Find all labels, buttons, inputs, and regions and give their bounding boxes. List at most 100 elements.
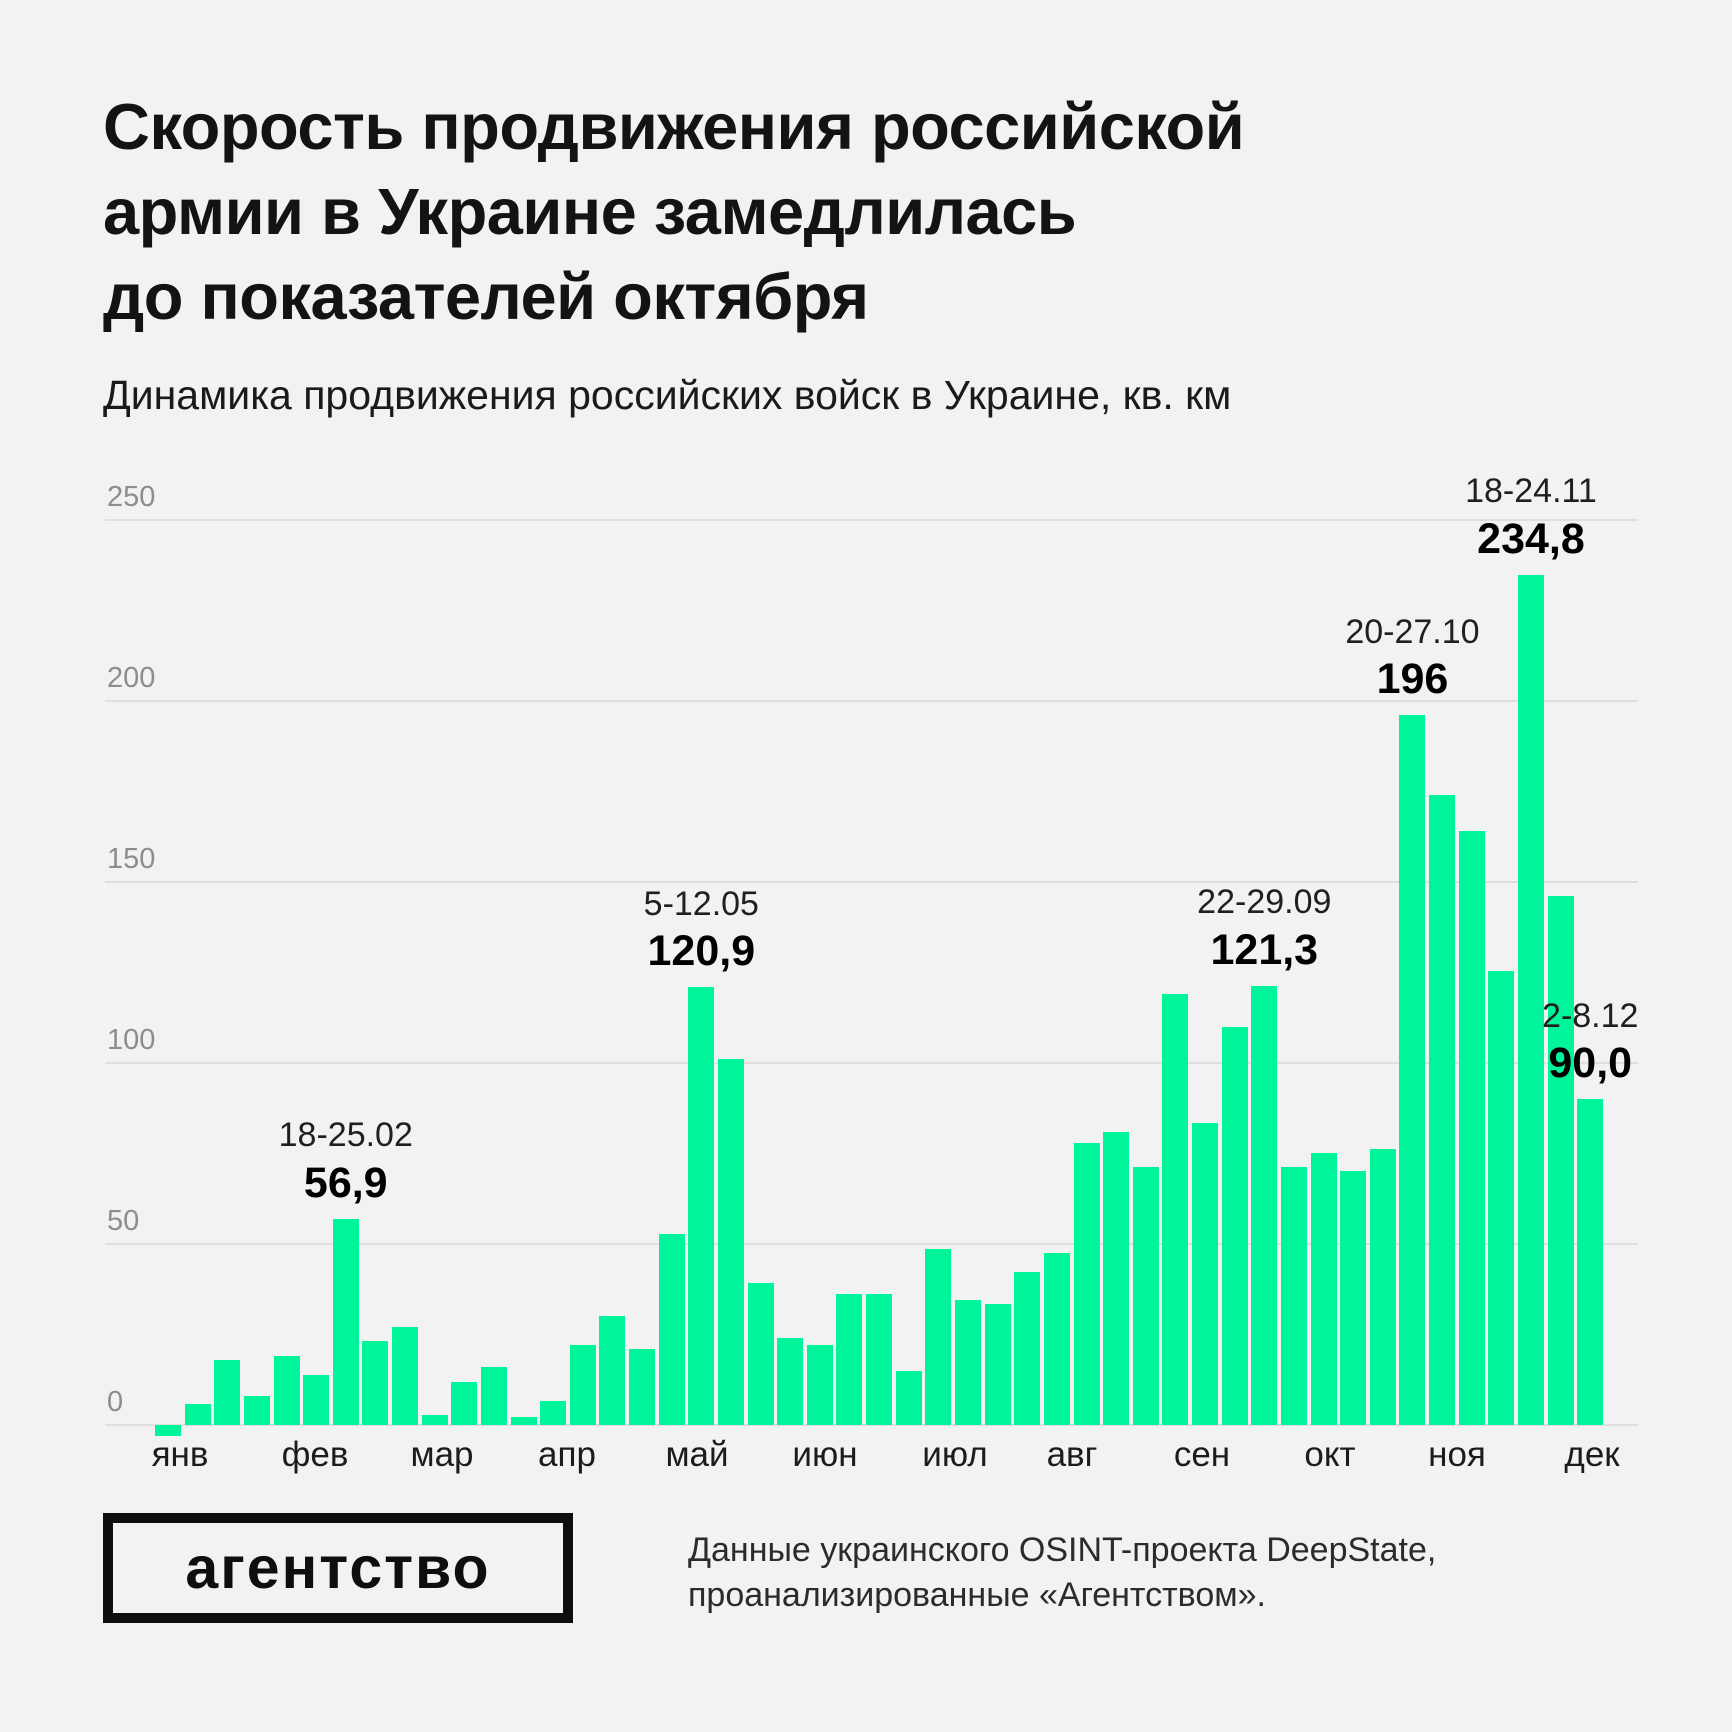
x-axis-month-ноя: ноя	[1428, 1435, 1486, 1474]
chart-subtitle: Динамика продвижения российских войск в …	[103, 372, 1232, 418]
week-bar-13	[510, 1417, 537, 1425]
week-bar-48	[1547, 896, 1574, 1425]
annotation-value: 56,9	[303, 1158, 388, 1207]
week-bar-8	[362, 1340, 389, 1425]
week-bar-42	[1369, 1149, 1396, 1425]
week-bar-20	[717, 1059, 744, 1425]
x-axis-month-мар: мар	[410, 1435, 474, 1474]
x-axis-month-авг: авг	[1046, 1435, 1098, 1474]
week-bar-27	[925, 1249, 952, 1425]
week-bar-10	[421, 1414, 448, 1425]
week-bar-33	[1103, 1132, 1130, 1425]
week-bar-18	[658, 1233, 685, 1425]
week-bar-3	[214, 1359, 241, 1425]
gridline-y-150	[105, 881, 1638, 883]
week-bar-41	[1340, 1171, 1367, 1425]
week-bar-21	[747, 1283, 774, 1425]
annotation-value: 121,3	[1210, 925, 1319, 974]
x-axis-month-фев: фев	[281, 1435, 349, 1474]
week-bar-30	[1014, 1272, 1041, 1425]
y-axis-tick-200: 200	[107, 662, 156, 694]
week-bar-31	[1043, 1253, 1070, 1425]
title-line-2: армии в Украине замедлилась	[103, 175, 1077, 248]
week-bar-32	[1073, 1143, 1100, 1425]
annotation-20-27.10: 20-27.10 196	[1232, 612, 1592, 704]
x-axis-month-сен: сен	[1173, 1435, 1231, 1474]
week-bar-28	[955, 1300, 981, 1425]
week-bar-23	[806, 1344, 833, 1425]
week-bar-38	[1251, 985, 1278, 1425]
annotation-5-12.05: 5-12.05 120,9	[521, 884, 881, 976]
week-bar-40	[1310, 1153, 1337, 1425]
gridline-y-250	[105, 519, 1638, 521]
week-bar-19	[688, 987, 715, 1425]
week-bar-29	[984, 1304, 1011, 1425]
annotation-value: 90,0	[1548, 1038, 1633, 1087]
annotation-18-25.02: 18-25.02 56,9	[166, 1116, 526, 1207]
annotation-date: 5-12.05	[643, 884, 759, 923]
week-bar-22	[777, 1337, 804, 1425]
gridline-y-200	[105, 700, 1638, 702]
week-bar-4	[243, 1396, 270, 1425]
y-axis-tick-100: 100	[107, 1024, 156, 1056]
source-line-1: Данные украинского OSINT-проекта DeepSta…	[688, 1531, 1437, 1569]
week-bar-17	[629, 1348, 656, 1425]
x-axis-month-янв: янв	[151, 1435, 209, 1474]
week-bar-49	[1577, 1099, 1604, 1425]
agentstvo-logo: агентство	[103, 1513, 573, 1623]
x-axis-month-июн: июн	[792, 1435, 858, 1474]
week-bar-9	[392, 1326, 419, 1425]
gridline-y-100	[105, 1062, 1638, 1064]
gridline-y-50	[105, 1243, 1638, 1245]
week-bar-16	[599, 1315, 626, 1425]
y-axis-tick-50: 50	[107, 1205, 140, 1237]
week-bar-11	[451, 1382, 478, 1425]
x-axis-month-окт: окт	[1304, 1435, 1356, 1474]
annotation-value: 196	[1376, 655, 1449, 704]
bar-chart-plot-area: 0 50 100 150 200 250 янв фев мар апр май июн июл авг с…	[105, 447, 1638, 1474]
annotation-date: 20-27.10	[1345, 612, 1480, 651]
annotation-value: 120,9	[647, 927, 756, 976]
annotation-22-29.09: 22-29.09 121,3	[1084, 883, 1444, 974]
week-bar-26	[895, 1371, 922, 1425]
week-bar-1	[155, 1425, 181, 1436]
source-line-2: проанализированные «Агентством».	[688, 1576, 1266, 1614]
week-bar-24	[836, 1294, 863, 1425]
x-axis-month-апр: апр	[538, 1435, 596, 1474]
week-bar-14	[540, 1401, 567, 1425]
y-axis-tick-150: 150	[107, 843, 156, 875]
week-bar-36	[1192, 1123, 1219, 1425]
x-axis-month-дек: дек	[1564, 1435, 1620, 1474]
chart-title: Скорость продвижения российской армии в …	[103, 84, 1245, 339]
week-bar-47	[1517, 575, 1544, 1425]
week-bar-39	[1280, 1167, 1307, 1425]
annotation-2-8.12: 2-8.12 90,0	[1410, 996, 1732, 1088]
annotation-date: 18-24.11	[1465, 472, 1597, 511]
week-bar-34	[1132, 1167, 1159, 1425]
annotation-date: 22-29.09	[1197, 883, 1332, 922]
week-bar-45	[1458, 830, 1485, 1425]
week-bar-7	[332, 1219, 359, 1425]
title-line-3: до показателей октября	[103, 260, 869, 333]
week-bar-37	[1221, 1027, 1248, 1425]
x-axis-month-май: май	[665, 1435, 729, 1474]
week-bar-43	[1399, 715, 1426, 1425]
gridline-y-0	[105, 1424, 1638, 1426]
x-axis-month-июл: июл	[922, 1435, 988, 1474]
y-axis-tick-0: 0	[107, 1386, 124, 1418]
week-bar-2	[184, 1404, 211, 1425]
title-line-1: Скорость продвижения российской	[103, 90, 1245, 163]
week-bar-6	[303, 1375, 330, 1425]
annotation-date: 18-25.02	[278, 1116, 413, 1155]
annotation-value: 234,8	[1477, 514, 1585, 563]
week-bar-25	[866, 1294, 893, 1425]
week-bar-15	[569, 1344, 596, 1425]
week-bar-46	[1488, 970, 1515, 1425]
annotation-18-24.11: 18-24.11 234,8	[1351, 472, 1711, 563]
y-axis-tick-250: 250	[107, 481, 156, 513]
annotation-date: 2-8.12	[1542, 996, 1639, 1035]
week-bar-35	[1162, 993, 1189, 1425]
source-note: Данные украинского OSINT-проекта DeepSta…	[688, 1528, 1436, 1618]
week-bar-12	[480, 1367, 507, 1425]
week-bar-44	[1429, 795, 1456, 1425]
